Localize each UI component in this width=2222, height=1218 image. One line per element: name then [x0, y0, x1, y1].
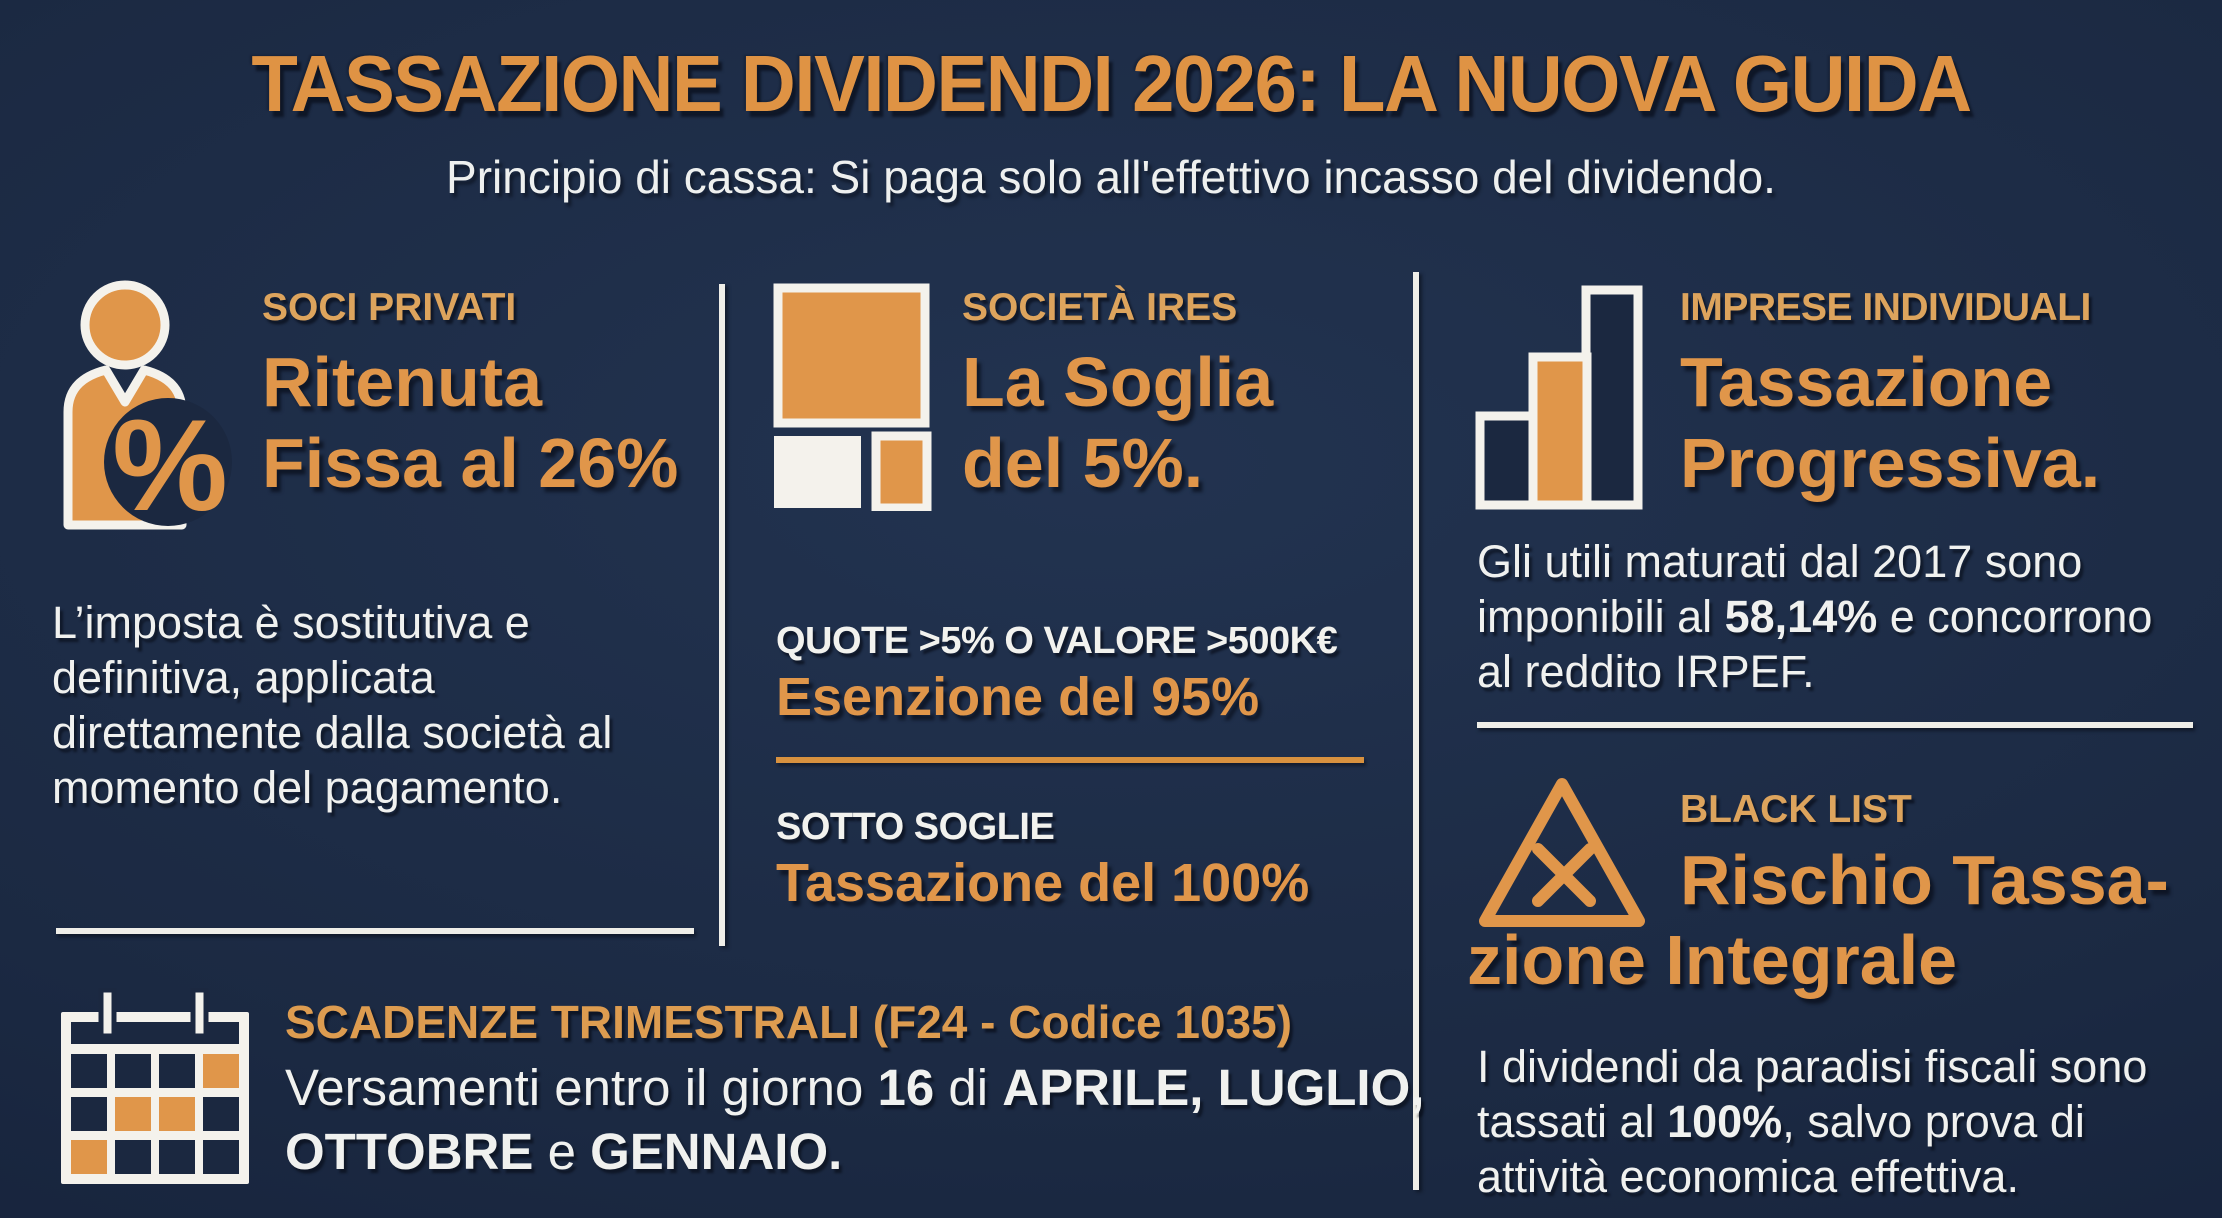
heading-line-1: Tassazione [1680, 343, 2053, 421]
bar-chart-icon [1475, 285, 1643, 510]
vertical-divider-1 [719, 284, 725, 946]
rule-over-condition: QUOTE >5% O VALORE >500K€ [776, 620, 1338, 662]
section-heading: Tassazione Progressiva. [1680, 342, 2100, 504]
heading-line-1: Ritenuta [262, 343, 542, 421]
treemap-squares-icon [773, 283, 932, 511]
footer-line-1: Versamenti entro il giorno 16 di APRILE,… [285, 1058, 1424, 1117]
body-line: direttamente dalla società al [52, 706, 613, 758]
body-line: definitiva, applicata [52, 651, 435, 703]
footer-segment: Versamenti entro il giorno [285, 1059, 878, 1116]
person-percent-icon: % [63, 280, 232, 530]
warning-triangle-icon [1479, 778, 1645, 927]
section-label: IMPRESE INDIVIDUALI [1680, 286, 2091, 329]
body-line: L’imposta è sostitutiva e [52, 597, 530, 648]
rule-over-result: Esenzione del 95% [776, 667, 1260, 727]
heading-line-1: Rischio Tassa- [1680, 841, 2169, 919]
section-label: BLACK LIST [1680, 788, 1912, 831]
rule-under-condition: SOTTO SOGLIE [776, 806, 1055, 848]
body-line: imponibili al 58,14% e concorrono [1477, 590, 2152, 645]
section-heading: Ritenuta Fissa al 26% [262, 342, 678, 504]
footer-line-2: OTTOBRE e GENNAIO. [285, 1122, 842, 1181]
svg-text:%: % [112, 392, 228, 530]
body-line: al reddito IRPEF. [1477, 645, 1815, 697]
footer-bold-day: 16 [877, 1059, 935, 1116]
body-segment: e concorrono [1877, 590, 2153, 642]
section-body: Gli utili maturati dal 2017 sono imponib… [1477, 535, 2152, 700]
heading-line-2: Progressiva. [1680, 424, 2101, 503]
body-segment: , salvo prova di [1782, 1095, 2085, 1147]
section-heading: La Soglia del 5%. [962, 342, 1273, 504]
section-label: SOCIETÀ IRES [962, 286, 1238, 329]
page-title: TASSAZIONE DIVIDENDI 2026: LA NUOVA GUID… [251, 39, 1972, 128]
heading-line-2: zione Integrale [1467, 921, 1958, 999]
body-segment: tassati al [1477, 1095, 1668, 1147]
footer-bold-months: APRILE, LUGLIO, [1002, 1059, 1425, 1116]
body-line: Gli utili maturati dal 2017 sono [1477, 536, 2083, 587]
rule-under-result: Tassazione del 100% [776, 853, 1310, 913]
page-subtitle: Principio di cassa: Si paga solo all'eff… [446, 151, 1776, 203]
body-line: tassati al 100%, salvo prova di [1477, 1095, 2147, 1150]
body-line: I dividendi da paradisi fiscali sono [1477, 1041, 2148, 1092]
body-segment: imponibili al [1477, 590, 1725, 642]
footer-label: SCADENZE TRIMESTRALI (F24 - Codice 1035) [285, 996, 1293, 1048]
footer-segment: di [934, 1059, 1003, 1116]
footer-bold-months: OTTOBRE [285, 1123, 534, 1180]
heading-line-2: del 5%. [962, 424, 1204, 503]
vertical-divider-2 [1413, 272, 1419, 1190]
horizontal-divider-right [1477, 722, 2193, 728]
body-line: attività economica effettiva. [1477, 1150, 2019, 1202]
section-label: SOCI PRIVATI [262, 286, 517, 329]
body-bold-value: 100% [1667, 1095, 1783, 1147]
horizontal-divider-left [56, 928, 694, 934]
section-body: I dividendi da paradisi fiscali sono tas… [1477, 1040, 2147, 1205]
footer-bold-months: GENNAIO. [590, 1123, 843, 1180]
footer-segment: e [533, 1123, 591, 1180]
calendar-icon [61, 988, 249, 1184]
horizontal-divider-middle [776, 757, 1364, 763]
body-bold-value: 58,14% [1724, 590, 1878, 642]
heading-line-2: Fissa al 26% [262, 424, 679, 503]
heading-line-1: La Soglia [962, 343, 1274, 421]
body-line: momento del pagamento. [52, 761, 563, 813]
section-body: L’imposta è sostitutiva e definitiva, ap… [52, 596, 612, 816]
